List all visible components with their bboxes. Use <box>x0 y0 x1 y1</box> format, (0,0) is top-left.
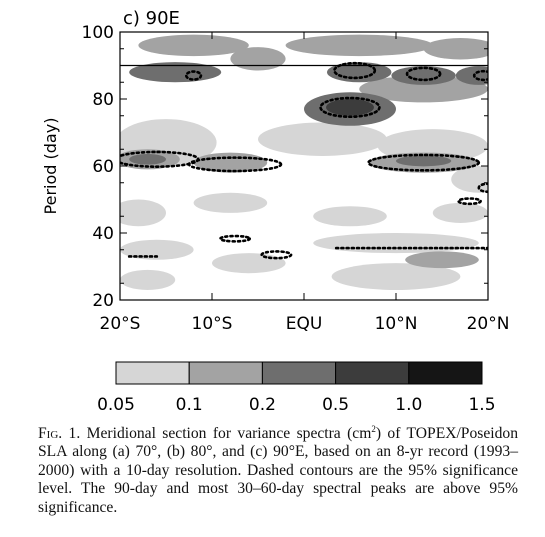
variance-region <box>423 38 488 60</box>
colorbar-level-label: 0.5 <box>322 395 349 415</box>
colorbar-swatch <box>408 361 483 385</box>
variance-region <box>120 269 176 290</box>
variance-region <box>331 263 461 290</box>
significance-contour <box>367 153 481 172</box>
variance-region <box>129 62 222 83</box>
colorbar-swatch <box>335 361 410 385</box>
x-tick-label: 20°N <box>467 314 510 334</box>
panel-label: c) 90E <box>123 8 180 29</box>
variance-region <box>120 199 166 227</box>
figure-caption: Fig. 1. Meridional section for variance … <box>38 423 518 517</box>
significance-contour <box>187 156 283 173</box>
variance-region <box>326 99 374 116</box>
significance-contour <box>457 197 482 206</box>
caption-text-part1: Meridional section for variance spectra … <box>80 425 372 442</box>
y-axis-title: Period (day) <box>41 118 60 215</box>
variance-region <box>230 47 286 71</box>
significance-contour <box>333 61 377 80</box>
variance-region <box>405 251 479 269</box>
colorbar-level-label: 1.0 <box>395 395 422 415</box>
significance-contour <box>218 234 252 243</box>
significance-contour <box>184 70 203 81</box>
variance-region <box>313 206 387 227</box>
x-tick-label: 10°S <box>192 314 233 334</box>
variance-region <box>129 153 167 165</box>
variance-region <box>285 34 433 57</box>
variance-region <box>313 233 479 254</box>
variance-region <box>258 122 387 156</box>
y-tick-label: 40 <box>92 224 114 244</box>
variance-region <box>396 155 452 167</box>
y-tick-label: 60 <box>92 157 114 177</box>
caption-superscript: 2 <box>371 423 376 434</box>
significance-contour <box>260 250 293 260</box>
x-tick-label: 10°N <box>375 314 418 334</box>
significance-contour <box>405 66 442 82</box>
colorbar-level-label: 0.2 <box>249 395 276 415</box>
variance-region <box>432 202 488 223</box>
significance-contour <box>472 69 488 82</box>
variance-region <box>359 75 488 103</box>
variance-region <box>212 253 286 274</box>
significance-contour <box>319 96 381 119</box>
y-tick-label: 100 <box>82 23 114 43</box>
variance-region <box>455 66 488 85</box>
variance-region <box>391 66 456 85</box>
caption-figure-number: Fig. 1. <box>38 425 81 442</box>
x-tick-label: EQU <box>286 314 323 334</box>
caption-text-part2: ) of TOPEX/Poseidon SLA along (a) 70°, (… <box>38 425 518 516</box>
x-tick-label: 20°S <box>100 314 141 334</box>
colorbar-level-label: 0.05 <box>97 395 135 415</box>
variance-region <box>120 239 194 260</box>
y-tick-label: 80 <box>92 90 114 110</box>
significance-contours <box>120 61 488 260</box>
colorbar-swatch <box>115 361 190 385</box>
colorbar-swatch <box>261 361 337 385</box>
colorbar: 0.05 0.1 0.2 0.5 1.0 1.5 <box>97 361 496 415</box>
colorbar-level-label: 1.5 <box>468 395 495 415</box>
variance-region <box>193 192 268 213</box>
variance-spectra-chart: 20 40 60 80 100 20°S 10°S EQU 10°N 20°N c) 90E Pe… <box>41 8 510 415</box>
variance-region <box>138 34 249 57</box>
y-tick-label: 20 <box>92 291 114 311</box>
colorbar-level-label: 0.1 <box>176 395 203 415</box>
colorbar-swatch <box>188 361 263 385</box>
axis-ticks: 20 40 60 80 100 20°S 10°S EQU 10°N 20°N <box>82 23 510 334</box>
